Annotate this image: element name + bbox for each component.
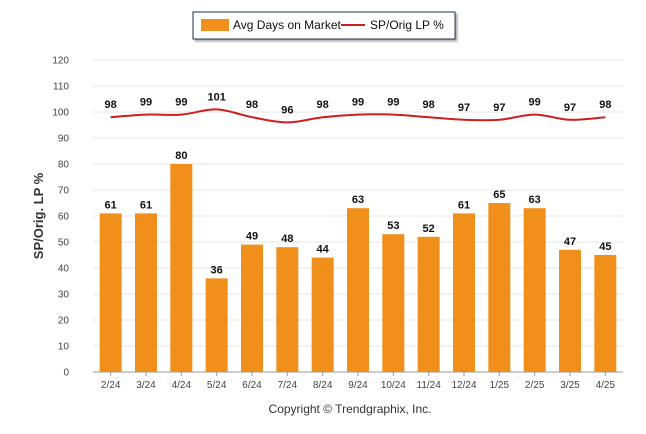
line-value-label: 99 [529, 97, 541, 109]
line-value-label: 98 [105, 99, 117, 111]
bar-value-label: 48 [281, 233, 293, 245]
line-value-label: 98 [423, 99, 435, 111]
bar [135, 213, 157, 372]
x-tick-label: 4/24 [172, 380, 192, 391]
bar [347, 208, 369, 372]
bar-data-labels: 61 61 80 36 49 48 44 63 53 52 61 65 63 47 45 [105, 150, 612, 276]
line-value-label: 99 [352, 97, 364, 109]
line-value-label: 97 [458, 102, 470, 114]
y-axis-title: SP/Orig. LP % [31, 172, 46, 259]
bar [170, 164, 193, 372]
x-tick-label: 8/24 [313, 380, 333, 391]
bar [488, 203, 511, 372]
bar-value-label: 47 [564, 236, 576, 248]
bar-value-label: 45 [599, 241, 611, 253]
bar [276, 247, 299, 372]
y-tick-label: 50 [58, 238, 70, 249]
line-value-label: 99 [387, 97, 399, 109]
bar-value-label: 49 [246, 231, 258, 243]
y-tick-label: 120 [52, 56, 69, 67]
bar-value-label: 44 [317, 244, 330, 256]
line-data-labels: 98 99 99 101 98 96 98 99 99 98 97 97 99 97 98 [105, 91, 612, 116]
y-tick-label: 100 [52, 108, 69, 119]
bar-value-label: 80 [175, 150, 187, 162]
legend-swatch-bar [201, 19, 229, 31]
line-value-label: 96 [281, 104, 293, 116]
bar-value-label: 52 [423, 223, 435, 235]
x-tick-label: 5/24 [207, 380, 227, 391]
bar [559, 249, 581, 372]
bar-value-label: 63 [352, 194, 364, 206]
y-tick-label: 60 [58, 212, 70, 223]
legend-label-bar: Avg Days on Market [233, 18, 341, 32]
bar [99, 213, 122, 372]
bar [417, 236, 440, 372]
line-value-label: 99 [175, 97, 187, 109]
bar-value-label: 53 [387, 220, 399, 232]
line-value-label: 101 [207, 91, 225, 103]
bar [523, 208, 546, 372]
x-tick-label: 6/24 [242, 380, 262, 391]
bar-value-label: 61 [458, 199, 470, 211]
x-tick-label: 4/25 [596, 380, 616, 391]
bar [311, 257, 334, 372]
bar-series [99, 164, 617, 372]
x-tick-label: 7/24 [278, 380, 298, 391]
line-path [110, 108, 606, 124]
bar [205, 278, 228, 372]
x-tick-label: 9/24 [348, 380, 368, 391]
x-tick-label: 12/24 [451, 380, 476, 391]
line-value-label: 98 [599, 99, 611, 111]
x-tick-label: 3/24 [136, 380, 156, 391]
legend-box [192, 11, 456, 40]
x-tick-label: 3/25 [560, 380, 580, 391]
bar [453, 213, 475, 372]
legend: Avg Days on Market SP/Orig LP % [192, 11, 456, 40]
y-tick-label: 40 [58, 264, 70, 275]
y-tick-label: 30 [58, 290, 70, 301]
line-value-label: 97 [493, 102, 505, 114]
x-tick-label: 2/24 [101, 380, 121, 391]
bar-value-label: 61 [105, 199, 117, 211]
line-value-label: 98 [246, 99, 258, 111]
y-tick-label: 80 [58, 160, 70, 171]
line-value-label: 97 [564, 102, 576, 114]
y-tick-label: 90 [58, 134, 70, 145]
y-tick-label: 110 [53, 82, 69, 93]
x-tick-label: 10/24 [381, 380, 406, 391]
y-tick-label: 70 [58, 186, 70, 197]
y-tick-label: 0 [63, 368, 69, 379]
bar [594, 255, 617, 372]
bar [241, 244, 263, 372]
bar [382, 234, 405, 372]
y-tick-label: 10 [58, 342, 70, 353]
x-tick-label: 11/24 [417, 380, 442, 391]
bar-value-label: 61 [140, 199, 152, 211]
x-axis-ticks: 2/24 3/24 4/24 5/24 6/24 7/24 8/24 9/24 10/24 11/… [101, 372, 616, 391]
y-tick-label: 20 [58, 316, 70, 327]
x-tick-label: 2/25 [525, 380, 545, 391]
line-value-label: 98 [317, 99, 329, 111]
bar-value-label: 65 [493, 189, 505, 201]
line-value-label: 99 [140, 97, 152, 109]
copyright-footer: Copyright © Trendgraphix, Inc. [269, 402, 432, 416]
x-tick-label: 1/25 [490, 380, 510, 391]
line-series [110, 108, 606, 124]
legend-label-line: SP/Orig LP % [370, 18, 444, 32]
bar-value-label: 36 [211, 264, 223, 276]
bar-value-label: 63 [529, 194, 541, 206]
y-axis-ticks: 0 10 20 30 40 50 60 70 80 90 100 110 120 [52, 56, 69, 379]
